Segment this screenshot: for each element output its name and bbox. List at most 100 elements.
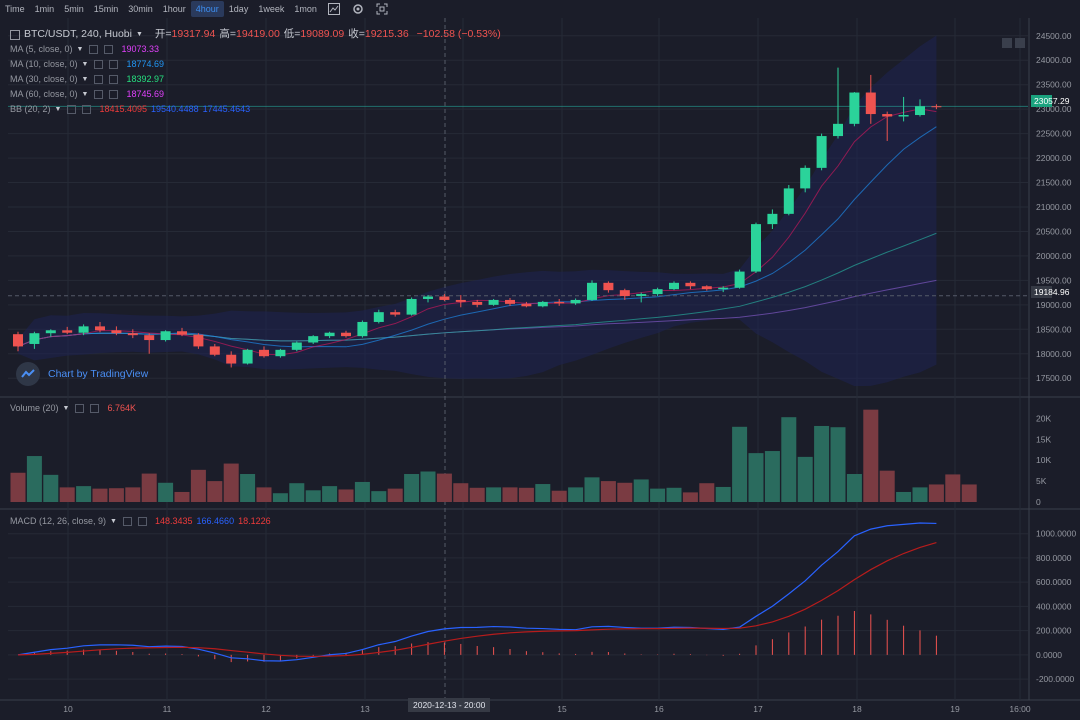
- candle-body: [915, 106, 925, 116]
- ma-label[interactable]: MA (5, close, 0): [10, 44, 73, 54]
- open-value: 19317.94: [171, 28, 216, 40]
- macd-tick-label: 400.0000: [1036, 601, 1072, 611]
- bb-value-basis: 18415.4095: [99, 104, 148, 114]
- ma-dropdown-icon[interactable]: ▼: [81, 76, 89, 83]
- symbol-legend: BTC/USDT, 240, Huobi ▼ 开= 19317.94 高= 1941…: [10, 28, 501, 41]
- ma-visibility-icon[interactable]: [94, 75, 104, 84]
- ma-close-icon[interactable]: [109, 75, 119, 84]
- volume-bar: [830, 427, 846, 502]
- settings-icon[interactable]: [352, 3, 364, 15]
- symbol-dropdown-icon[interactable]: ▼: [135, 31, 143, 38]
- pane-maximize-icon[interactable]: [1015, 38, 1025, 48]
- volume-bar: [945, 474, 961, 502]
- volume-bar: [797, 456, 813, 502]
- ma-dropdown-icon[interactable]: ▼: [81, 61, 89, 68]
- volume-bar: [10, 472, 26, 502]
- volume-label[interactable]: Volume (20): [10, 403, 59, 413]
- tradingview-logo-icon: [16, 362, 40, 386]
- candle-body: [718, 287, 729, 290]
- timeframe-4hour[interactable]: 4hour: [190, 1, 224, 17]
- timeframe-1min[interactable]: 1min: [34, 4, 55, 14]
- tradingview-branding[interactable]: Chart by TradingView: [16, 362, 148, 386]
- timeframe-1mon[interactable]: 1mon: [294, 4, 317, 14]
- volume-bar: [207, 481, 223, 502]
- volume-bar: [92, 488, 108, 502]
- candle-body: [95, 326, 105, 331]
- ma-visibility-icon[interactable]: [89, 45, 99, 54]
- ma-close-icon[interactable]: [109, 90, 119, 99]
- price-tick-label: 19500.00: [1036, 275, 1072, 285]
- macd-visibility-icon[interactable]: [122, 517, 132, 526]
- candle-body: [127, 333, 138, 336]
- collapse-legend-icon[interactable]: [10, 29, 20, 40]
- volume-dropdown-icon[interactable]: ▼: [62, 405, 70, 412]
- fullscreen-icon[interactable]: [376, 3, 388, 15]
- ma-label[interactable]: MA (60, close, 0): [10, 89, 78, 99]
- trading-chart[interactable]: 24500.00 24000.00 23500.00 23000.00 22500.00…: [0, 18, 1080, 720]
- candle-body: [29, 333, 40, 344]
- ma-dropdown-icon[interactable]: ▼: [81, 91, 89, 98]
- volume-bar: [650, 488, 666, 502]
- ma-label[interactable]: MA (10, close, 0): [10, 59, 78, 69]
- pane-collapse-icon[interactable]: [1002, 38, 1012, 48]
- timeframe-1hour[interactable]: 1hour: [162, 4, 186, 14]
- low-value: 19089.09: [300, 28, 345, 40]
- candle-body: [800, 167, 811, 189]
- candle-body: [636, 294, 647, 297]
- volume-close-icon[interactable]: [90, 404, 100, 413]
- candle-body: [390, 312, 401, 315]
- volume-bar: [108, 488, 124, 502]
- ma-dropdown-icon[interactable]: ▼: [76, 46, 84, 53]
- volume-bar: [814, 425, 830, 502]
- bb-close-icon[interactable]: [82, 105, 92, 114]
- ma-value: 19073.33: [121, 44, 160, 54]
- volume-value: 6.764K: [107, 403, 136, 413]
- crosshair-price-tag: 19184.96: [1031, 286, 1069, 298]
- candle-body: [78, 326, 89, 333]
- chart-style-icon[interactable]: [327, 3, 340, 15]
- ma-label[interactable]: MA (30, close, 0): [10, 74, 78, 84]
- bb-visibility-icon[interactable]: [67, 105, 77, 114]
- macd-dropdown-icon[interactable]: ▼: [110, 518, 117, 525]
- price-tick-label: 23500.00: [1036, 80, 1072, 90]
- macd-label[interactable]: MACD (12, 26, close, 9): [10, 516, 107, 526]
- volume-bar: [59, 487, 75, 502]
- macd-close-icon[interactable]: [137, 517, 147, 526]
- volume-bar: [879, 470, 895, 502]
- candle-body: [767, 213, 778, 225]
- volume-bar: [764, 451, 780, 502]
- ma-visibility-icon[interactable]: [94, 60, 104, 69]
- volume-bar: [272, 493, 288, 502]
- bollinger-band: [18, 35, 937, 387]
- bb-label[interactable]: BB (20, 2): [10, 104, 51, 114]
- ma-close-icon[interactable]: [109, 60, 119, 69]
- timeframe-15min[interactable]: 15min: [93, 4, 119, 14]
- bb-value-lower: 17445.4643: [202, 104, 251, 114]
- price-tick-label: 24000.00: [1036, 55, 1072, 65]
- price-tick-label: 20000.00: [1036, 251, 1072, 261]
- timeframe-time[interactable]: Time: [5, 4, 25, 14]
- macd-tick-label: 800.0000: [1036, 553, 1072, 563]
- time-tick-label: 16: [654, 704, 664, 714]
- bb-dropdown-icon[interactable]: ▼: [54, 106, 62, 113]
- macd-hist-value: 18.1226: [238, 516, 271, 526]
- candle-body: [898, 115, 909, 117]
- volume-bar: [256, 487, 272, 502]
- volume-bar: [846, 474, 862, 502]
- volume-visibility-icon[interactable]: [75, 404, 85, 413]
- candle-body: [357, 321, 368, 337]
- price-tick-label: 19000.00: [1036, 300, 1072, 310]
- timeframe-1week[interactable]: 1week: [258, 4, 285, 14]
- timeframe-30min[interactable]: 30min: [128, 4, 153, 14]
- volume-bar: [699, 483, 715, 502]
- time-tick-label: 15: [557, 704, 567, 714]
- timeframe-1day[interactable]: 1day: [228, 4, 249, 14]
- symbol-name[interactable]: BTC/USDT, 240, Huobi: [24, 28, 132, 40]
- ma-visibility-icon[interactable]: [94, 90, 104, 99]
- ma-close-icon[interactable]: [104, 45, 114, 54]
- timeframe-5min[interactable]: 5min: [64, 4, 84, 14]
- volume-bar: [502, 487, 518, 502]
- volume-bar: [912, 487, 928, 502]
- volume-bar: [420, 471, 436, 502]
- candle-body: [931, 106, 942, 108]
